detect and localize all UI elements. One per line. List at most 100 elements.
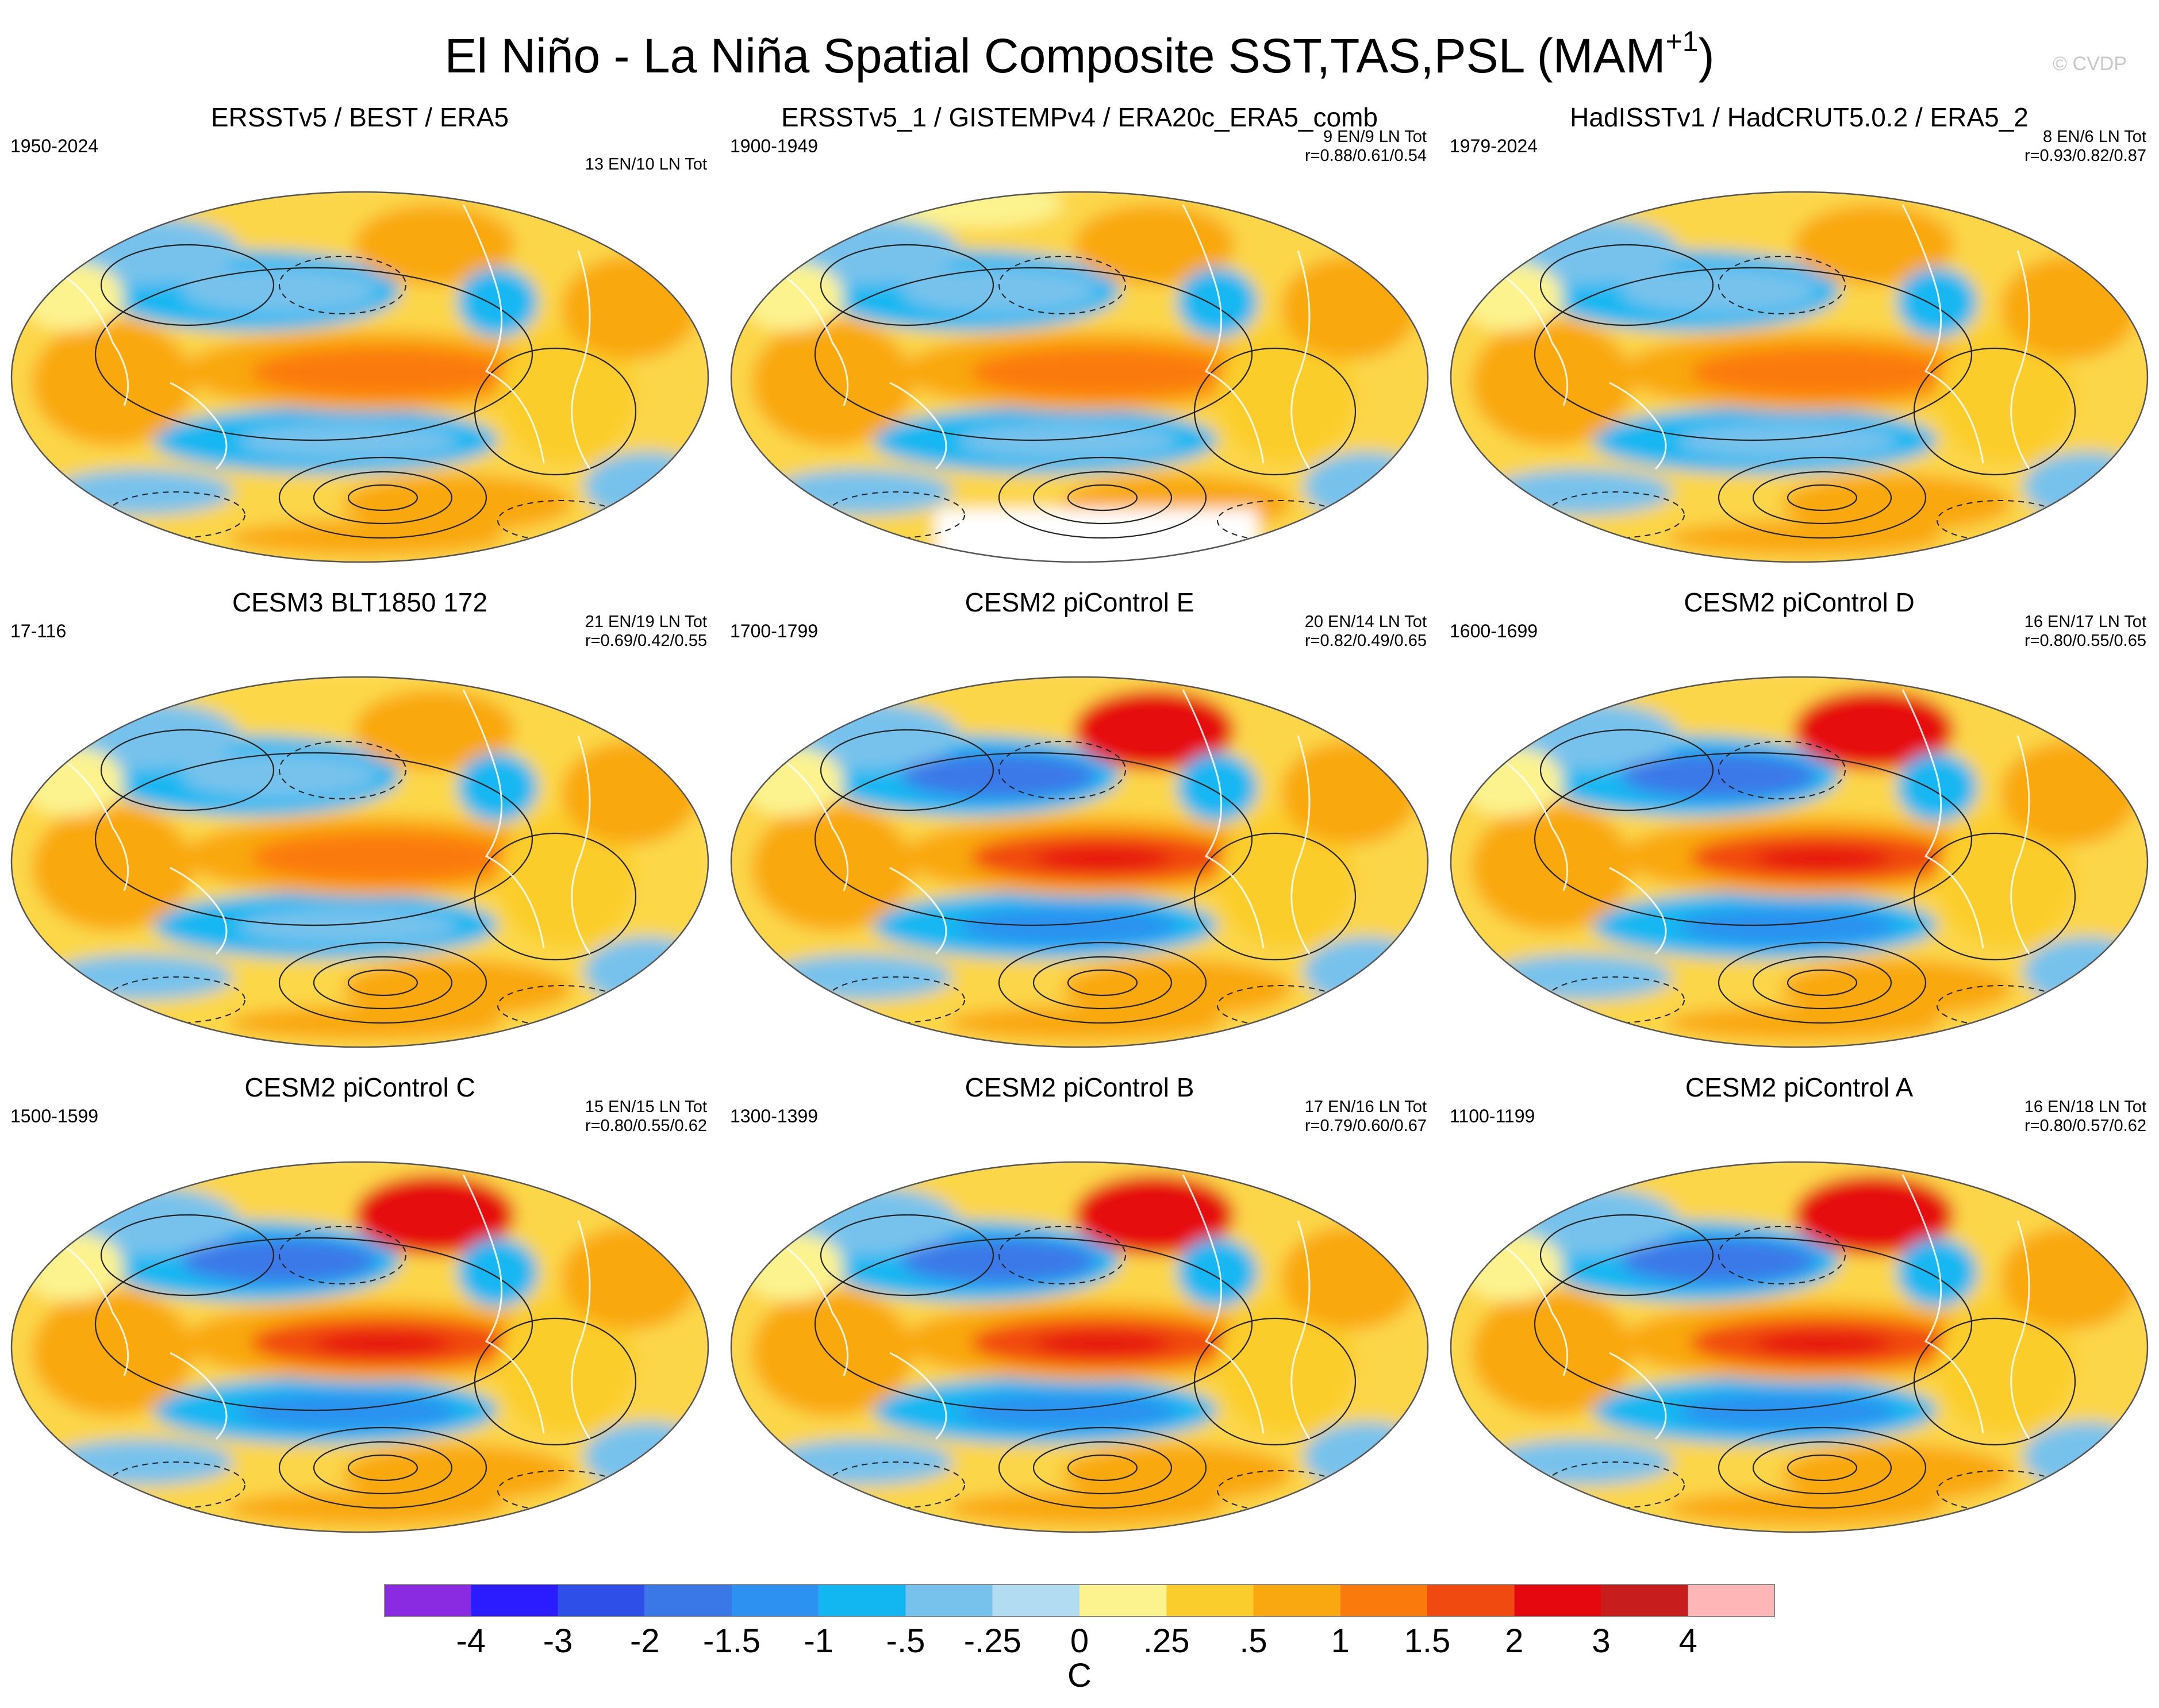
coastlines <box>1500 689 2030 955</box>
psl-contours <box>1534 1214 2076 1509</box>
map-border <box>1450 676 2149 1048</box>
robinson-map <box>730 1161 1429 1533</box>
panel-title: CESM3 BLT1850 172 <box>232 587 488 617</box>
panel-title: ERSSTv5_1 / GISTEMPv4 / ERA20c_ERA5_comb <box>781 102 1378 132</box>
colorbar-tick-label: 1.5 <box>1404 1622 1451 1660</box>
pattern-correlation: r=0.80/0.57/0.62 <box>2024 1117 2146 1135</box>
warm-anomaly <box>343 960 573 1017</box>
warm-anomaly <box>1074 1175 1235 1255</box>
cool-anomaly <box>1489 954 1673 1000</box>
warm-anomaly <box>1782 1445 2012 1502</box>
warm-anomaly <box>1472 1290 1632 1416</box>
colorbar-tick-label: 0 <box>1070 1622 1089 1660</box>
map-panel: ERSSTv5 / BEST / ERA5 1950-2024 13 EN/10 L… <box>0 101 720 584</box>
warm-anomaly <box>32 320 193 446</box>
cool-anomaly <box>1621 1238 1816 1284</box>
event-counts: 8 EN/6 LN Tot <box>2042 128 2146 146</box>
psl-contours <box>1534 244 2076 539</box>
robinson-map <box>730 191 1429 563</box>
panel-period: 1600-1699 <box>1450 621 1538 641</box>
robinson-map <box>1450 191 2149 563</box>
coastlines <box>60 204 591 470</box>
warm-anomaly <box>970 347 1235 398</box>
coastlines <box>1500 204 2030 470</box>
map-border <box>730 191 1429 563</box>
warm-anomaly <box>2000 1226 2138 1330</box>
event-counts: 15 EN/15 LN Tot <box>585 1098 707 1116</box>
pattern-correlation: r=0.69/0.42/0.55 <box>585 632 707 650</box>
map-panel: CESM2 piControl A 1100-1199 16 EN/18 LN To… <box>1439 1071 2159 1554</box>
colorbar-tick-label: 3 <box>1592 1622 1611 1660</box>
cool-anomaly <box>182 753 377 799</box>
warm-anomaly <box>1281 1226 1419 1330</box>
colorbar-swatch <box>471 1584 558 1617</box>
cool-anomaly <box>458 753 538 822</box>
map-border <box>730 676 1429 1048</box>
panel-stats: 16 EN/17 LN Tot r=0.80/0.55/0.65 <box>2024 613 2146 651</box>
psl-contours <box>94 244 637 539</box>
cool-anomaly <box>1897 1238 1977 1307</box>
cool-anomaly <box>901 753 1097 799</box>
psl-contours <box>814 729 1357 1024</box>
colorbar-swatch <box>558 1584 645 1617</box>
warm-anomaly <box>752 805 913 931</box>
colorbar-tick-label: .25 <box>1143 1622 1190 1660</box>
cool-anomaly <box>182 268 377 314</box>
map-panel: ERSSTv5_1 / GISTEMPv4 / ERA20c_ERA5_comb… <box>720 101 1439 584</box>
cool-anomaly <box>49 954 233 1000</box>
panel-stats: 8 EN/6 LN Tot r=0.93/0.82/0.87 <box>2024 128 2146 166</box>
colorbar-swatch <box>1601 1584 1688 1617</box>
pattern-correlation: r=0.88/0.61/0.54 <box>1304 147 1427 165</box>
cool-anomaly <box>1621 753 1816 799</box>
warm-anomaly <box>890 192 1062 228</box>
warm-anomaly <box>752 1290 913 1416</box>
psl-contours <box>814 244 1357 539</box>
map-panel: CESM2 piControl C 1500-1599 15 EN/15 LN To… <box>0 1071 720 1554</box>
colorbar-swatch <box>1080 1584 1167 1617</box>
warm-anomaly <box>354 205 515 285</box>
panel-period: 1100-1199 <box>1450 1106 1535 1126</box>
panel-title: HadISSTv1 / HadCRUT5.0.2 / ERA5_2 <box>1570 102 2029 132</box>
coastlines <box>1500 1174 2030 1440</box>
robinson-map <box>1450 1161 2149 1533</box>
event-counts: 17 EN/16 LN Tot <box>1304 1098 1427 1116</box>
panel-period: 1500-1599 <box>10 1106 99 1126</box>
cool-anomaly <box>901 1238 1097 1284</box>
cool-anomaly <box>1177 268 1258 337</box>
panel-title: CESM2 piControl E <box>965 587 1194 617</box>
map-border <box>10 1161 709 1533</box>
warm-anomaly <box>1062 1445 1292 1502</box>
cool-anomaly <box>49 1439 233 1485</box>
coastlines <box>780 1174 1311 1440</box>
colorbar-swatch <box>1427 1584 1515 1617</box>
warm-anomaly <box>1281 741 1419 845</box>
panel-title: CESM2 piControl C <box>244 1072 475 1102</box>
cool-anomaly <box>458 1238 538 1307</box>
pattern-correlation: r=0.80/0.55/0.62 <box>585 1117 707 1135</box>
panel-title: CESM2 piControl B <box>965 1072 1194 1102</box>
coastlines <box>60 1174 591 1440</box>
event-counts: 16 EN/18 LN Tot <box>2024 1098 2146 1116</box>
cool-anomaly <box>769 469 953 515</box>
event-counts: 16 EN/17 LN Tot <box>2024 613 2146 631</box>
psl-contours <box>94 729 637 1024</box>
pattern-correlation: r=0.93/0.82/0.87 <box>2024 147 2146 165</box>
map-panel: CESM2 piControl E 1700-1799 20 EN/14 LN To… <box>720 586 1439 1069</box>
pattern-correlation: r=0.80/0.55/0.65 <box>2024 632 2146 650</box>
cool-anomaly <box>901 268 1097 314</box>
warm-anomaly <box>343 1445 573 1502</box>
panel-period: 1950-2024 <box>10 136 99 156</box>
colorbar-units: C <box>1067 1657 1092 1694</box>
panel-stats: 13 EN/10 LN Tot <box>585 155 707 174</box>
psl-contours <box>94 1214 637 1509</box>
colorbar <box>384 1584 1775 1617</box>
panel-stats: 16 EN/18 LN Tot r=0.80/0.57/0.62 <box>2024 1098 2146 1136</box>
cool-anomaly <box>182 1238 377 1284</box>
map-panel: HadISSTv1 / HadCRUT5.0.2 / ERA5_2 1979-20… <box>1439 101 2159 584</box>
colorbar-swatch <box>819 1584 906 1617</box>
colorbar-tick-label: -2 <box>629 1622 660 1660</box>
warm-anomaly <box>1472 805 1632 931</box>
event-counts: 20 EN/14 LN Tot <box>1304 613 1427 631</box>
colorbar-swatch <box>992 1584 1080 1617</box>
colorbar-swatch <box>644 1584 732 1617</box>
